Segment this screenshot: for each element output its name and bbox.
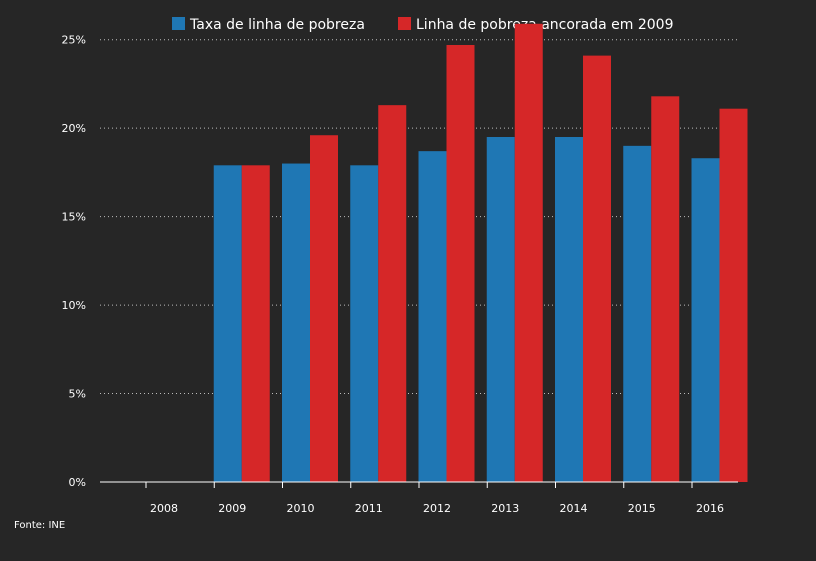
bars <box>213 23 748 483</box>
source-note: Fonte: INE <box>14 520 65 531</box>
bar-ancorada-2016 <box>719 108 748 482</box>
x-axis: 2008 2009 2010 2011 2012 2013 2014 2015 2016 <box>100 481 738 515</box>
x-tick-label-2015: 2015 <box>628 502 656 515</box>
bar-taxa-2014 <box>555 137 583 482</box>
bar-taxa-2016 <box>691 158 720 482</box>
bar-ancorada-2011 <box>378 105 407 483</box>
y-tick-label-15: 15% <box>62 211 86 224</box>
x-tick-label-2008: 2008 <box>150 502 178 515</box>
bar-taxa-2013 <box>486 137 515 482</box>
bar-taxa-2010 <box>282 163 310 483</box>
bar-ancorada-2013 <box>514 23 543 483</box>
bar-taxa-2009 <box>213 165 242 483</box>
y-tick-label-10: 10% <box>62 299 86 312</box>
bar-taxa-2015 <box>623 145 652 482</box>
bar-ancorada-2015 <box>651 96 680 483</box>
x-tick-label-2009: 2009 <box>218 502 246 515</box>
y-tick-label-5: 5% <box>69 388 86 401</box>
x-tick-label-2016: 2016 <box>696 502 724 515</box>
legend-label-taxa: Taxa de linha de pobreza <box>189 17 365 33</box>
x-tick-label-2013: 2013 <box>491 502 519 515</box>
y-tick-label-20: 20% <box>62 122 86 135</box>
legend: Taxa de linha de pobreza Linha de pobreza… <box>172 17 674 33</box>
bar-ancorada-2014 <box>583 55 611 482</box>
x-tick-label-2011: 2011 <box>355 502 383 515</box>
legend-swatch-ancorada <box>398 17 411 30</box>
bar-ancorada-2009 <box>241 165 270 483</box>
legend-label-ancorada: Linha de pobreza ancorada em 2009 <box>416 17 674 33</box>
y-axis: 0% 5% 10% 15% 20% 25% <box>62 34 86 489</box>
bar-ancorada-2010 <box>310 135 338 482</box>
y-tick-label-25: 25% <box>62 34 86 47</box>
x-tick-label-2012: 2012 <box>423 502 451 515</box>
x-tick-label-2014: 2014 <box>560 502 588 515</box>
y-tick-label-0: 0% <box>69 476 86 489</box>
bar-taxa-2011 <box>350 165 379 483</box>
legend-swatch-taxa <box>172 17 185 30</box>
bar-ancorada-2012 <box>446 45 475 482</box>
x-tick-label-2010: 2010 <box>287 502 315 515</box>
bar-taxa-2012 <box>418 151 447 482</box>
